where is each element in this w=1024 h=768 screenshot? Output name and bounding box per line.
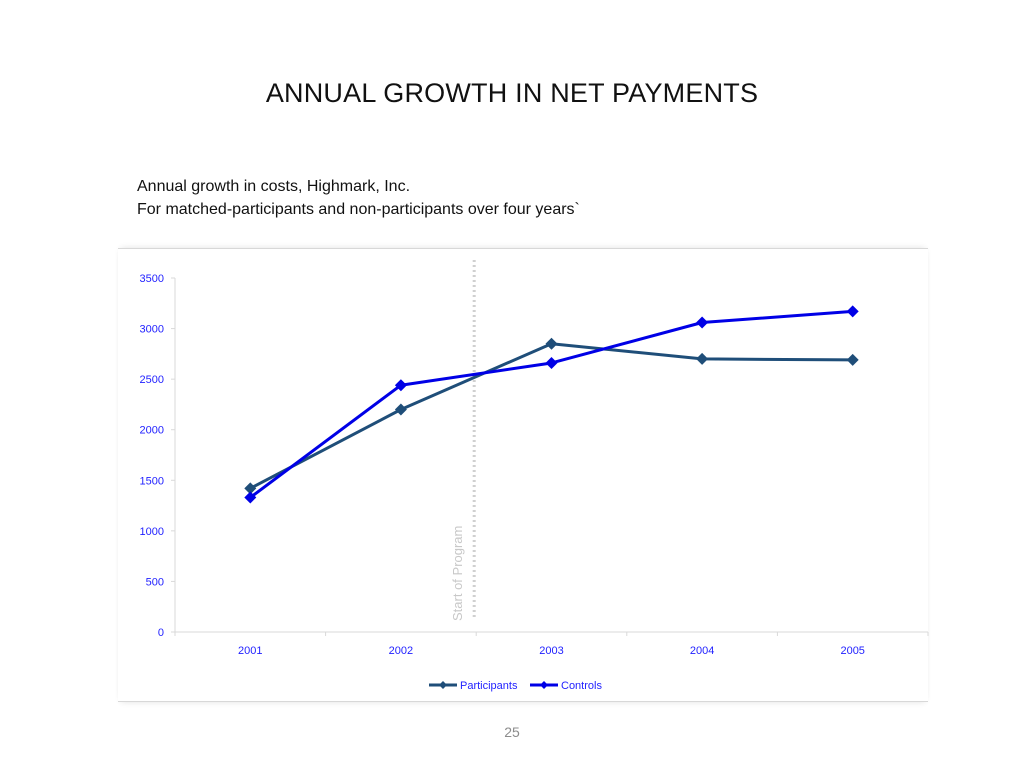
data-point-controls bbox=[846, 305, 859, 318]
legend-label-participants: Participants bbox=[460, 680, 518, 692]
y-tick-label: 1500 bbox=[140, 475, 164, 487]
x-tick-label: 2005 bbox=[840, 645, 864, 657]
y-tick-label: 2500 bbox=[140, 374, 164, 386]
chart-panel bbox=[118, 248, 928, 702]
data-point-controls bbox=[696, 316, 709, 329]
x-tick-label: 2002 bbox=[389, 645, 413, 657]
y-tick-label: 500 bbox=[146, 576, 164, 588]
x-tick-label: 2004 bbox=[690, 645, 714, 657]
data-point-participants bbox=[244, 482, 257, 495]
y-tick-label: 3500 bbox=[140, 273, 164, 285]
y-tick-label: 1000 bbox=[140, 526, 164, 538]
data-point-participants bbox=[696, 352, 709, 365]
y-tick-label: 2000 bbox=[140, 425, 164, 437]
program-start-label: Start of Program bbox=[450, 526, 465, 621]
data-point-controls bbox=[244, 491, 257, 504]
x-tick-label: 2003 bbox=[539, 645, 563, 657]
legend-marker-participants bbox=[439, 681, 447, 689]
legend-marker-controls bbox=[540, 681, 548, 689]
subtitle-line-2: For matched-participants and non-partici… bbox=[137, 201, 580, 218]
data-point-participants bbox=[545, 337, 558, 350]
y-tick-label: 3000 bbox=[140, 324, 164, 336]
data-point-participants bbox=[394, 403, 407, 416]
data-point-controls bbox=[545, 356, 558, 369]
y-tick-label: 0 bbox=[158, 627, 164, 639]
data-point-participants bbox=[846, 353, 859, 366]
page-number: 25 bbox=[504, 724, 520, 740]
legend-label-controls: Controls bbox=[561, 680, 602, 692]
slide-title: ANNUAL GROWTH IN NET PAYMENTS bbox=[265, 78, 759, 108]
subtitle-line-1: Annual growth in costs, Highmark, Inc. bbox=[137, 178, 411, 195]
x-tick-label: 2001 bbox=[238, 645, 262, 657]
data-point-controls bbox=[394, 379, 407, 392]
chart-subtitle: Annual growth in costs, Highmark, Inc. F… bbox=[137, 175, 580, 221]
